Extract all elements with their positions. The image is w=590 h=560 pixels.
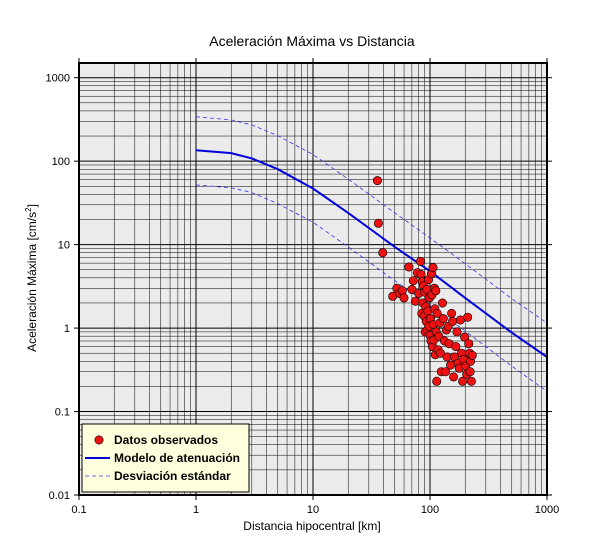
data-point bbox=[467, 350, 477, 360]
data-point bbox=[410, 296, 420, 306]
y-axis-label-end: ] bbox=[25, 204, 39, 207]
data-point bbox=[432, 308, 442, 318]
data-point bbox=[438, 314, 448, 324]
data-point bbox=[431, 286, 441, 296]
data-point bbox=[466, 376, 476, 386]
y-tick-label: 1000 bbox=[46, 73, 70, 85]
data-point bbox=[446, 360, 456, 370]
data-point bbox=[428, 263, 438, 273]
data-point bbox=[415, 256, 425, 266]
y-axis-label: Aceleración Máxima [cm/s2] bbox=[24, 204, 39, 352]
data-point bbox=[404, 262, 414, 272]
data-point bbox=[451, 342, 461, 352]
x-tick-label: 10 bbox=[307, 504, 319, 516]
y-tick-label: 0.1 bbox=[55, 407, 70, 419]
data-point bbox=[378, 248, 388, 258]
data-point bbox=[449, 372, 459, 382]
legend: Datos observados Modelo de atenuación Desv… bbox=[81, 423, 250, 493]
legend-label: Datos observados bbox=[114, 433, 218, 447]
data-point bbox=[441, 367, 451, 377]
x-axis-label: Distancia hipocentral [km] bbox=[243, 519, 380, 533]
data-point bbox=[452, 327, 462, 337]
attenuation-model-line bbox=[195, 149, 548, 358]
x-tick-label: 1000 bbox=[535, 504, 559, 516]
y-tick-label: 100 bbox=[52, 156, 70, 168]
data-point bbox=[372, 176, 382, 186]
x-tick-label: 100 bbox=[421, 504, 439, 516]
legend-label: Desviación estándar bbox=[114, 469, 231, 483]
grid bbox=[78, 63, 547, 496]
std-deviation-line bbox=[195, 116, 548, 324]
data-point bbox=[463, 312, 473, 322]
chart-title: Aceleración Máxima vs Distancia bbox=[209, 33, 415, 49]
data-point bbox=[434, 331, 444, 341]
data-point bbox=[373, 218, 383, 228]
data-point bbox=[465, 367, 475, 377]
data-point bbox=[447, 308, 457, 318]
std-deviation-line bbox=[195, 184, 548, 392]
y-tick-label: 0.01 bbox=[49, 490, 70, 502]
y-tick-label: 10 bbox=[58, 240, 70, 252]
series-layer bbox=[195, 116, 548, 392]
y-axis-label-superscript: 2 bbox=[24, 207, 33, 212]
data-point bbox=[432, 376, 442, 386]
data-point bbox=[460, 332, 470, 342]
y-tick-label: 1 bbox=[64, 323, 70, 335]
y-axis-label-main: Aceleración Máxima [cm/s bbox=[25, 212, 39, 352]
x-tick-label: 0.1 bbox=[71, 504, 86, 516]
data-point bbox=[448, 316, 458, 326]
data-point bbox=[437, 298, 447, 308]
data-point bbox=[407, 284, 417, 294]
data-point bbox=[464, 339, 474, 349]
data-point bbox=[399, 293, 409, 303]
legend-symbol-point bbox=[94, 435, 104, 445]
legend-label: Modelo de atenuación bbox=[114, 451, 240, 465]
data-point bbox=[458, 376, 468, 386]
x-tick-label: 1 bbox=[193, 504, 199, 516]
data-point bbox=[408, 276, 418, 286]
